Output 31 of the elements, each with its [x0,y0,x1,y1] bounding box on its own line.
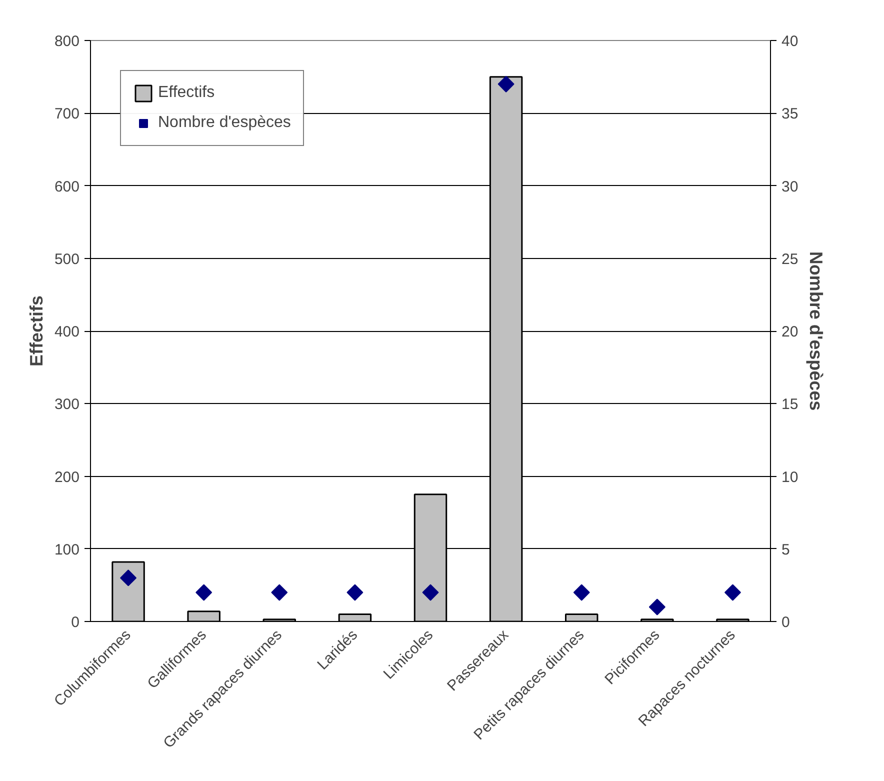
y-tick-label: 700 [54,106,80,123]
y-axis-title: Effectifs [26,295,46,367]
y2-tick-label: 20 [782,324,798,340]
y-tick-label: 500 [54,250,80,268]
legend-label: Nombre d'espèces [158,114,291,132]
y2-tick-label: 35 [782,106,798,123]
point [573,584,590,601]
point [724,584,741,601]
y2-tick-label: 10 [782,468,798,486]
legend-label: Effectifs [158,84,215,102]
point [346,584,364,601]
y2-axis-title: Nombre d'espèces [806,251,826,411]
y-tick-label: 100 [54,541,80,558]
point [498,76,514,92]
y-tick-label: 600 [54,178,80,196]
y2-tick-label: 0 [782,614,790,631]
y-tick-label: 400 [54,324,80,340]
y2-tick-label: 40 [782,33,798,50]
point [422,584,439,601]
y-tick-label: 200 [54,468,80,486]
y2-tick-label: 30 [782,178,798,196]
y2-tick-label: 15 [782,396,798,414]
point [648,598,666,616]
point [271,584,288,601]
y2-tick-label: 5 [782,541,790,558]
point [120,570,137,586]
y-tick-label: 0 [71,614,80,631]
y-tick-label: 300 [54,396,80,414]
y-tick-label: 800 [54,33,80,50]
point [196,584,212,601]
y2-tick-label: 25 [782,250,798,268]
